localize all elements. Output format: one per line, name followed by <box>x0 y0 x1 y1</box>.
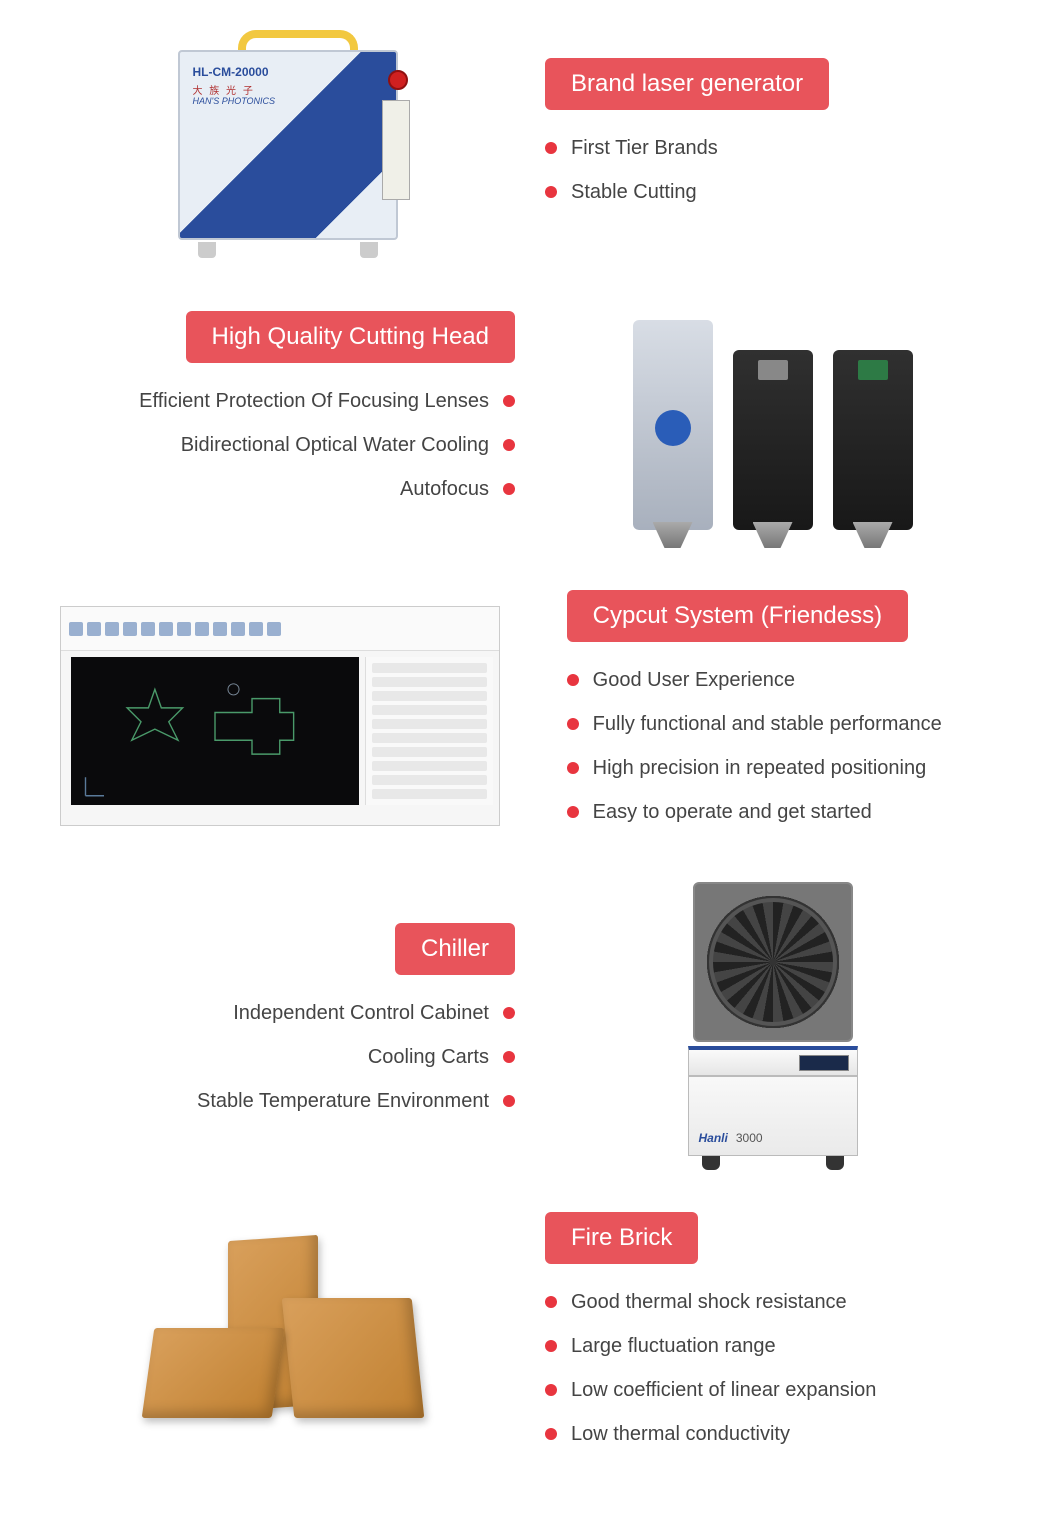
list-item: Good thermal shock resistance <box>545 1288 876 1316</box>
bullet-list: First Tier Brands Stable Cutting <box>545 134 718 222</box>
text-col: Cypcut System (Friendess) Good User Expe… <box>567 590 1000 842</box>
list-item: Good User Experience <box>567 666 942 694</box>
bullet-text: Independent Control Cabinet <box>233 999 489 1027</box>
bullet-list: Good thermal shock resistance Large fluc… <box>545 1288 876 1464</box>
text-col: Fire Brick Good thermal shock resistance… <box>545 1212 1000 1464</box>
list-item: Fully functional and stable performance <box>567 710 942 738</box>
bullet-text: Good thermal shock resistance <box>571 1288 847 1316</box>
bullet-icon <box>545 1340 557 1352</box>
bullet-icon <box>503 395 515 407</box>
chiller-image: Hanli 3000 <box>673 882 873 1172</box>
text-col: Chiller Independent Control Cabinet Cool… <box>60 923 515 1131</box>
chiller-brand: Hanli <box>699 1131 728 1145</box>
chiller-model: 3000 <box>736 1131 763 1145</box>
section-badge: Fire Brick <box>545 1212 698 1264</box>
image-col <box>60 1238 515 1438</box>
list-item: Stable Cutting <box>545 178 718 206</box>
section-chiller: Chiller Independent Control Cabinet Cool… <box>60 882 1000 1172</box>
bullet-text: Fully functional and stable performance <box>593 710 942 738</box>
section-cutting-head: High Quality Cutting Head Efficient Prot… <box>60 300 1000 530</box>
section-badge: Brand laser generator <box>545 58 829 110</box>
bullet-icon <box>503 1007 515 1019</box>
bullet-icon <box>545 142 557 154</box>
bullet-text: Large fluctuation range <box>571 1332 776 1360</box>
bullet-text: Low coefficient of linear expansion <box>571 1376 876 1404</box>
bullet-text: Autofocus <box>400 475 489 503</box>
list-item: First Tier Brands <box>545 134 718 162</box>
bullet-list: Efficient Protection Of Focusing Lenses … <box>139 387 515 519</box>
bullet-text: Bidirectional Optical Water Cooling <box>181 431 489 459</box>
section-fire-brick: Fire Brick Good thermal shock resistance… <box>60 1212 1000 1464</box>
list-item: Large fluctuation range <box>545 1332 876 1360</box>
stop-button-graphic <box>388 70 408 90</box>
laser-generator-image: HL-CM-20000 大 族 光 子 HAN'S PHOTONICS <box>148 20 428 260</box>
bullet-icon <box>545 1384 557 1396</box>
bullet-text: Good User Experience <box>593 666 795 694</box>
list-item: Low thermal conductivity <box>545 1420 876 1448</box>
bullet-icon <box>545 1428 557 1440</box>
bullet-icon <box>503 1051 515 1063</box>
bullet-text: High precision in repeated positioning <box>593 754 927 782</box>
text-col: Brand laser generator First Tier Brands … <box>545 58 1000 222</box>
image-col <box>545 300 1000 530</box>
section-badge: Chiller <box>395 923 515 975</box>
bullet-icon <box>503 439 515 451</box>
bullet-text: Low thermal conductivity <box>571 1420 790 1448</box>
model-label: HL-CM-20000 <box>193 65 269 79</box>
section-badge: Cypcut System (Friendess) <box>567 590 908 642</box>
list-item: Easy to operate and get started <box>567 798 942 826</box>
bullet-text: Stable Cutting <box>571 178 697 206</box>
bullet-icon <box>567 762 579 774</box>
list-item: High precision in repeated positioning <box>567 754 942 782</box>
software-screenshot <box>60 606 500 826</box>
brand-en-label: HAN'S PHOTONICS <box>193 96 276 106</box>
bullet-icon <box>545 1296 557 1308</box>
bullet-list: Independent Control Cabinet Cooling Cart… <box>197 999 515 1131</box>
bullet-icon <box>503 483 515 495</box>
brand-cn-label: 大 族 光 子 <box>193 82 255 97</box>
list-item: Efficient Protection Of Focusing Lenses <box>139 387 515 415</box>
fire-bricks-image <box>138 1238 438 1438</box>
list-item: Cooling Carts <box>197 1043 515 1071</box>
bullet-icon <box>545 186 557 198</box>
list-item: Independent Control Cabinet <box>197 999 515 1027</box>
bullet-icon <box>567 718 579 730</box>
bullet-text: Cooling Carts <box>368 1043 489 1071</box>
list-item: Low coefficient of linear expansion <box>545 1376 876 1404</box>
bullet-icon <box>567 806 579 818</box>
text-col: High Quality Cutting Head Efficient Prot… <box>60 311 515 519</box>
bullet-text: Efficient Protection Of Focusing Lenses <box>139 387 489 415</box>
bullet-text: Stable Temperature Environment <box>197 1087 489 1115</box>
cutting-heads-image <box>603 300 943 530</box>
list-item: Bidirectional Optical Water Cooling <box>139 431 515 459</box>
bullet-text: First Tier Brands <box>571 134 718 162</box>
bullet-text: Easy to operate and get started <box>593 798 872 826</box>
section-cypcut: Cypcut System (Friendess) Good User Expe… <box>60 590 1000 842</box>
image-col <box>60 606 537 826</box>
image-col: Hanli 3000 <box>545 882 1000 1172</box>
bullet-icon <box>503 1095 515 1107</box>
list-item: Stable Temperature Environment <box>197 1087 515 1115</box>
bullet-list: Good User Experience Fully functional an… <box>567 666 942 842</box>
list-item: Autofocus <box>139 475 515 503</box>
section-laser-generator: HL-CM-20000 大 族 光 子 HAN'S PHOTONICS Bran… <box>60 20 1000 260</box>
section-badge: High Quality Cutting Head <box>186 311 515 363</box>
image-col: HL-CM-20000 大 族 光 子 HAN'S PHOTONICS <box>60 20 515 260</box>
bullet-icon <box>567 674 579 686</box>
